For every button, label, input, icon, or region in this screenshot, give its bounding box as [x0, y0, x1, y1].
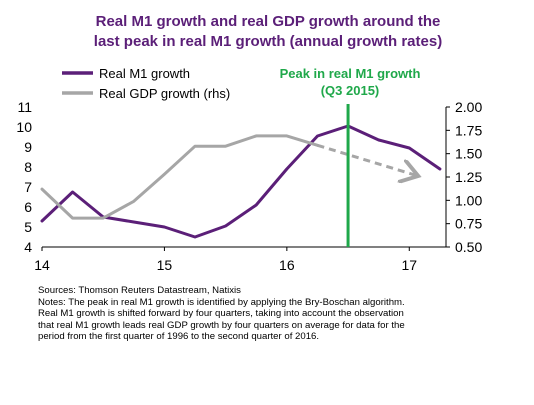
right-axis-ticks: 0.50 0.75 1.00 1.25 1.50 1.75 2.00: [446, 99, 482, 255]
x-tick-label: 14: [34, 257, 50, 273]
notes-line-2: Real M1 growth is shifted forward by fou…: [38, 308, 404, 320]
x-axis-ticks: 14 15 16 17: [34, 247, 417, 273]
left-tick-label: 4: [24, 239, 32, 255]
right-tick-label: 1.00: [455, 192, 482, 208]
right-tick-label: 1.75: [455, 122, 482, 138]
left-tick-label: 7: [24, 179, 32, 195]
gdp-forecast-arrow: [317, 143, 415, 175]
right-tick-label: 2.00: [455, 99, 482, 115]
series-layer: [40, 124, 442, 239]
axes: [42, 107, 447, 248]
right-tick-label: 1.25: [455, 169, 482, 185]
left-tick-label: 10: [16, 119, 32, 135]
left-tick-label: 11: [17, 99, 32, 115]
series-line-real-m1: [40, 124, 442, 239]
left-axis-ticks: 4 5 6 7 8 9 10 11: [16, 99, 32, 255]
right-tick-label: 1.50: [455, 146, 482, 162]
legend-label-gdp: Real GDP growth (rhs): [99, 86, 230, 101]
left-tick-label: 5: [24, 219, 32, 235]
left-tick-label: 9: [24, 139, 32, 155]
annotation-label-line-1: Peak in real M1 growth: [280, 66, 421, 81]
series-line-real-gdp: [40, 134, 319, 220]
notes-line-1: Notes: The peak in real M1 growth is ide…: [38, 296, 405, 308]
right-tick-label: 0.50: [455, 239, 482, 255]
notes-line-3: that real M1 growth leads real GDP growt…: [38, 319, 405, 331]
sources-text: Sources: Thomson Reuters Datastream, Nat…: [38, 285, 241, 296]
left-tick-label: 8: [24, 159, 32, 175]
chart-title-line-2: last peak in real M1 growth (annual grow…: [94, 33, 442, 50]
legend: Real M1 growth Real GDP growth (rhs): [62, 66, 230, 101]
legend-label-m1: Real M1 growth: [99, 66, 190, 81]
x-tick-label: 15: [157, 257, 173, 273]
left-tick-label: 6: [24, 199, 32, 215]
notes-block: Sources: Thomson Reuters Datastream, Nat…: [38, 285, 518, 343]
chart-area: Real M1 growth and real GDP growth aroun…: [16, 13, 482, 273]
x-tick-label: 17: [401, 257, 417, 273]
chart-title-line-1: Real M1 growth and real GDP growth aroun…: [96, 13, 441, 30]
annotation-label-line-2: (Q3 2015): [321, 83, 380, 98]
notes-line-4: period from the first quarter of 1996 to…: [38, 331, 320, 343]
right-tick-label: 0.75: [455, 216, 482, 232]
x-tick-label: 16: [279, 257, 295, 273]
